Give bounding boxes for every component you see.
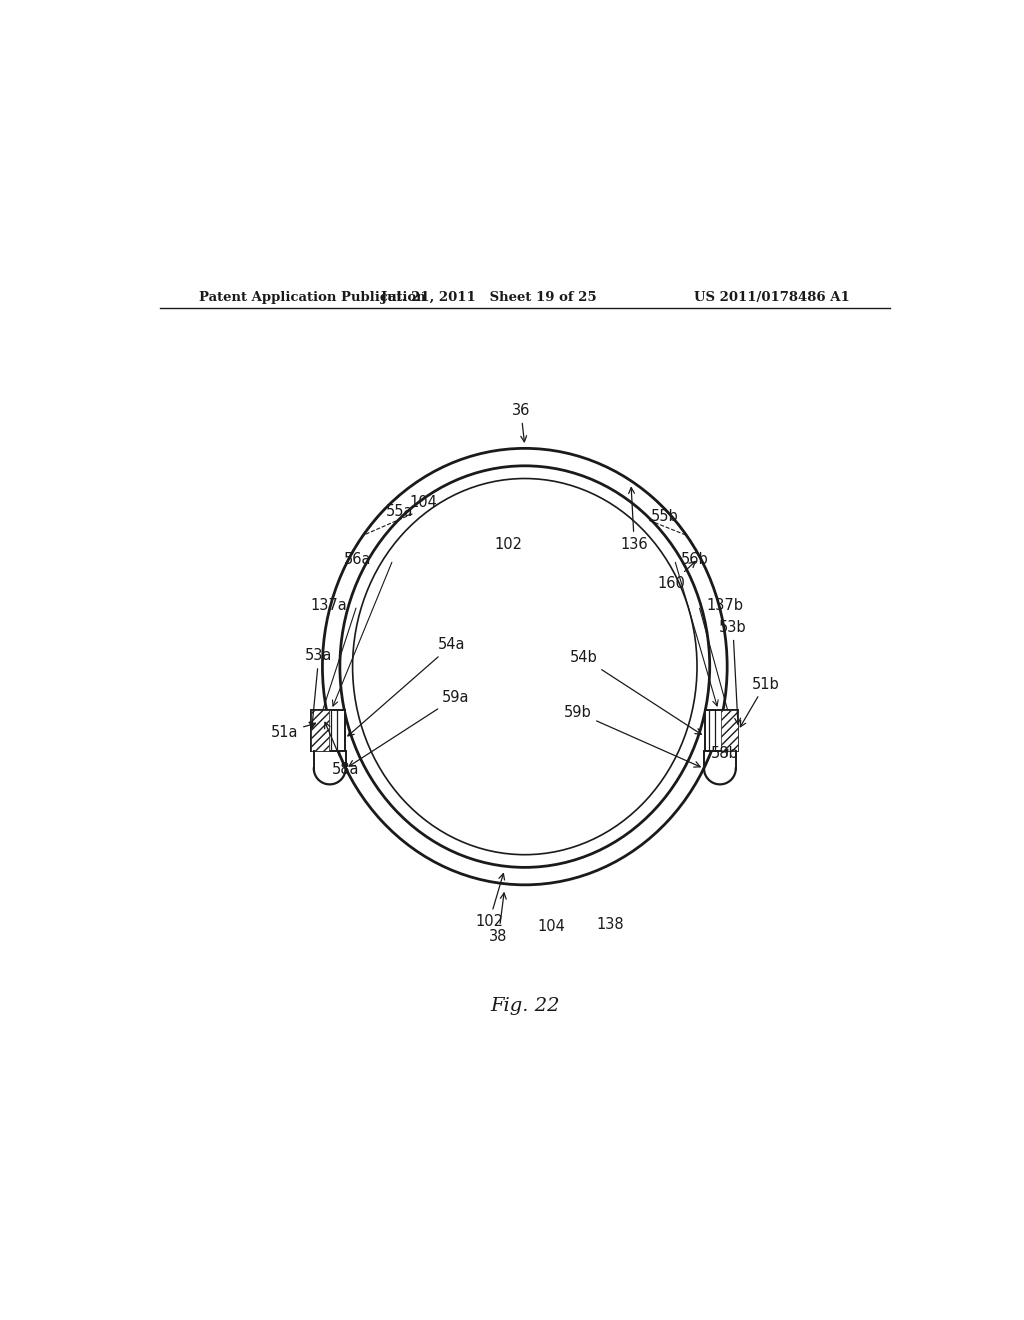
Text: Fig. 22: Fig. 22 (490, 998, 559, 1015)
Text: 36: 36 (512, 403, 530, 442)
Text: 58b: 58b (711, 746, 738, 762)
Text: 137b: 137b (707, 598, 743, 612)
Text: 55b: 55b (650, 508, 678, 524)
Text: 160: 160 (657, 561, 695, 591)
Text: 59b: 59b (563, 705, 700, 767)
Text: 38: 38 (489, 892, 508, 944)
Bar (311, 710, 345, 751)
Text: 54b: 54b (569, 651, 701, 734)
Text: US 2011/0178486 A1: US 2011/0178486 A1 (694, 292, 850, 304)
Text: 51b: 51b (740, 677, 779, 727)
Text: 56a: 56a (343, 552, 371, 568)
Text: 56b: 56b (681, 552, 709, 568)
Bar (721, 710, 738, 751)
Text: 53a: 53a (305, 648, 333, 729)
Text: 137a: 137a (310, 598, 347, 612)
Text: 104: 104 (538, 919, 565, 933)
Text: 104: 104 (410, 495, 437, 511)
Bar (311, 710, 329, 751)
Bar (705, 710, 738, 751)
Text: 136: 136 (621, 487, 648, 552)
Text: 55a: 55a (386, 504, 413, 519)
Text: Patent Application Publication: Patent Application Publication (200, 292, 426, 304)
Text: 51a: 51a (270, 722, 315, 739)
Text: 102: 102 (495, 537, 523, 552)
Text: 54a: 54a (348, 638, 466, 737)
Text: 102: 102 (475, 874, 505, 929)
Text: 59a: 59a (349, 689, 470, 766)
Text: Jul. 21, 2011   Sheet 19 of 25: Jul. 21, 2011 Sheet 19 of 25 (381, 292, 597, 304)
Text: 53b: 53b (719, 620, 746, 725)
Text: 58a: 58a (325, 722, 358, 776)
Text: 138: 138 (596, 916, 624, 932)
